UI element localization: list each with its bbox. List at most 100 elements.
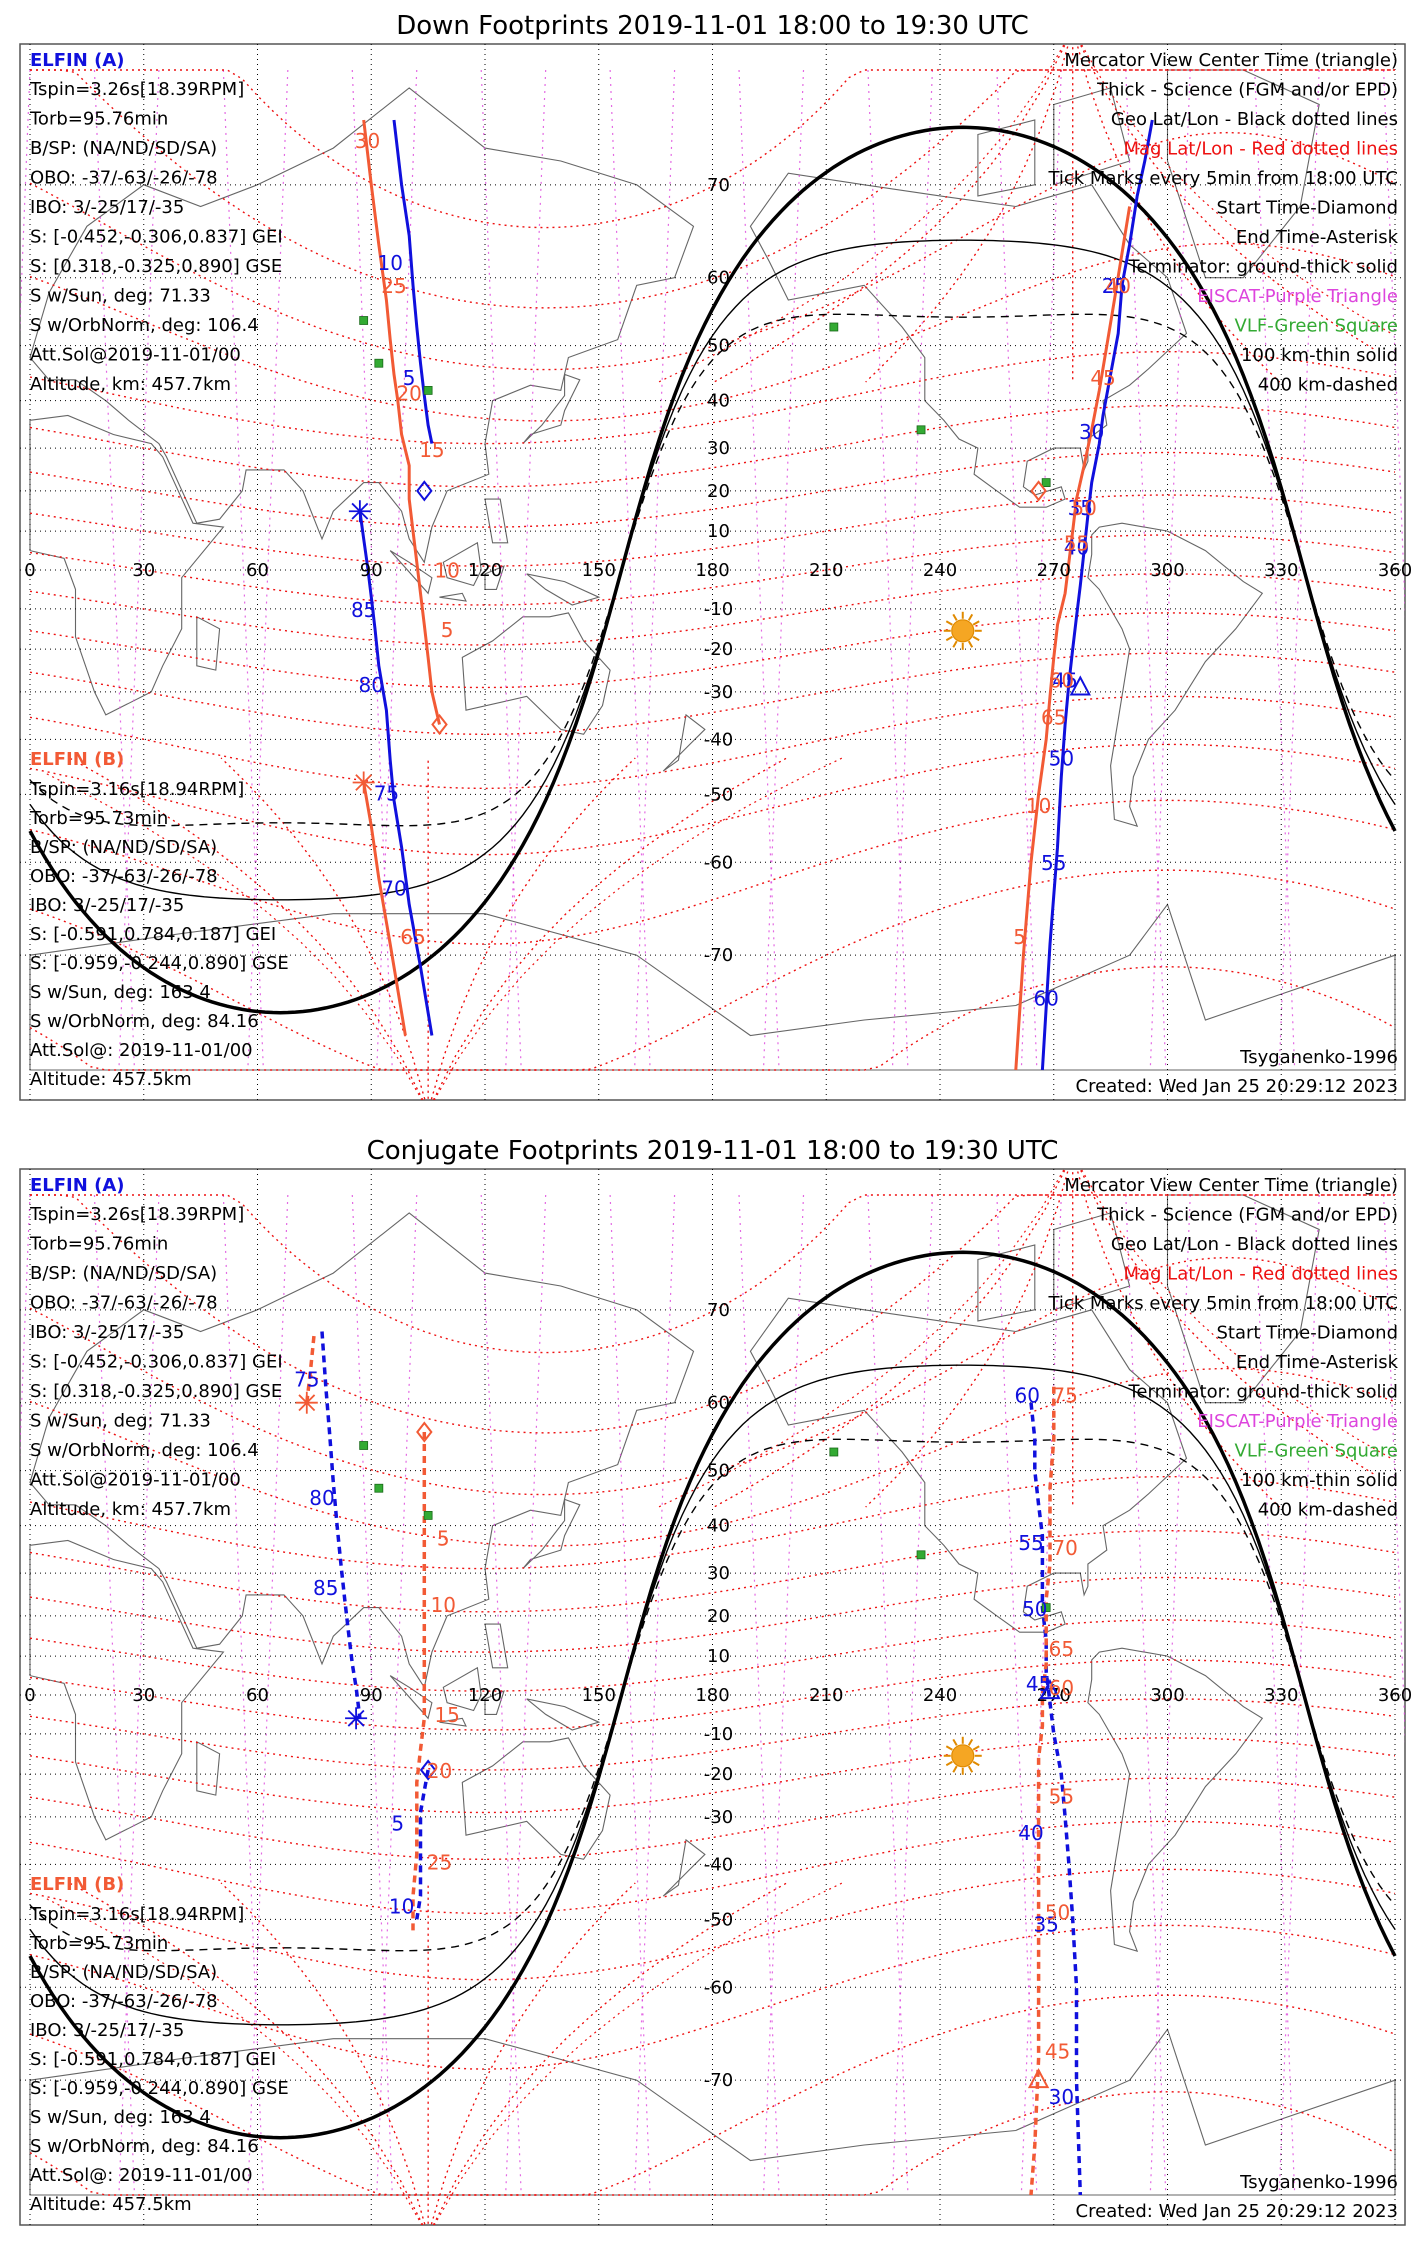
y-tick-label: 30 [707,438,730,459]
tick-mark-label: 75 [374,781,399,805]
mag-meridian [713,1169,1067,1508]
mag-meridian [430,757,636,1100]
terminator-100km [29,239,1396,901]
info-b-line: OBO: -37/-63/-26/-78 [30,866,218,887]
eiscat-line [867,1194,909,2196]
eiscat-line [1149,69,1191,1071]
x-tick-label: 240 [923,560,957,581]
mag-lat-line [29,1367,1396,1547]
eiscat-line [118,1194,160,2196]
tick-mark-label: 40 [1105,274,1130,298]
info-b-line: S w/Sun, deg: 163.4 [30,2107,211,2128]
info-b-line: Att.Sol@: 2019-11-01/00 [30,2165,253,2186]
tick-mark-label: 60 [1033,987,1058,1011]
plot-area [20,44,1405,1100]
eiscat-line [1278,1194,1320,2196]
tick-mark-label: 10 [431,1593,456,1617]
coastline [439,592,467,602]
y-tick-label: -40 [704,1854,733,1875]
mag-meridian [713,44,1067,383]
legend-entry: 400 km-dashed [1258,375,1398,396]
eiscat-line [609,69,651,1071]
mag-meridian [865,44,1070,383]
y-tick-label: -20 [704,1764,733,1785]
tick-mark-label: 85 [313,1576,338,1600]
coastline [1087,522,1264,828]
info-b-line: IBO: 3/-25/17/-35 [30,895,184,916]
coastline [29,87,695,564]
mag-lat-line [29,1576,1396,1653]
y-tick-label: 10 [707,1646,730,1667]
green-square-icon [829,322,839,332]
coastline [749,1297,1188,1633]
mag-meridian [69,1882,424,2225]
info-b-line: Att.Sol@: 2019-11-01/00 [30,1040,253,1061]
footprint-line-a [358,510,434,1036]
coastline [29,414,225,716]
coastline [1087,1647,1264,1953]
legend-entry: Mercator View Center Time (triangle) [1064,1175,1398,1196]
diamond-icon [416,1421,433,1443]
info-b-line: B/SP: (NA/ND/SD/SA) [30,1962,217,1983]
eiscat-line [891,1194,934,2196]
info-b-line: Altitude: 457.5km [30,2194,192,2215]
down-footprints-panel: Down Footprints 2019-11-01 18:00 to 19:3… [19,11,1413,1101]
diamond-icon [419,1759,437,1781]
info-b-line: Tspin=3.16s[18.94RPM] [29,1904,244,1925]
info-a-line: Altitude, km: 457.7km [30,1499,231,1520]
legend-entry: VLF-Green Square [1235,1441,1398,1462]
legend-entry: EISCAT-Purple Triangle [1197,1411,1398,1432]
info-a-line: IBO: 3/-25/17/-35 [30,1322,184,1343]
info-a-line: S w/Sun, deg: 71.33 [30,1411,211,1432]
info-b-line: B/SP: (NA/ND/SD/SA) [30,837,217,858]
eiscat-line [996,69,1038,1071]
tick-mark-label: 50 [1045,1900,1070,1924]
green-square-icon [359,316,369,325]
tick-mark-label: 55 [1064,532,1089,556]
y-tick-label: -50 [704,784,733,805]
x-tick-label: 0 [24,560,35,581]
x-tick-label: 120 [468,1685,502,1706]
coastline [977,1244,1036,1322]
info-a-line: S: [-0.452,-0.306,0.837] GEI [30,227,283,248]
diamond-icon [1030,480,1047,502]
eiscat-line [351,1194,393,2196]
eiscat-line [891,69,934,1071]
mag-meridian [1076,1169,1281,1508]
y-tick-label: 40 [707,1516,730,1537]
created-label: Created: Wed Jan 25 20:29:12 2023 [1076,1076,1398,1097]
y-tick-label: 20 [707,481,730,502]
terminator-100km [29,1364,1396,2026]
mag-lat-line [29,1737,1396,1814]
mag-lat-line [29,404,1396,488]
x-tick-label: 60 [246,1685,269,1706]
info-a-line: S w/OrbNorm, deg: 106.4 [30,315,259,336]
eiscat-line [505,69,547,1071]
legend-entry: Thick - Science (FGM and/or EPD) [1096,80,1398,101]
mag-lat-line [29,1529,1396,1613]
tick-mark-label: 70 [1052,1536,1077,1560]
info-b-line: S w/OrbNorm, deg: 84.16 [30,2136,259,2157]
legend-entry: Mag Lat/Lon - Red dotted lines [1123,139,1398,160]
tick-mark-label: 55 [1049,1785,1074,1809]
legend-entry: Tick Marks every 5min from 18:00 UTC [1047,1293,1398,1314]
coastline [389,1675,433,1720]
coastline [662,713,706,772]
info-b-line: S: [-0.591,0.784,0.187] GEI [30,2049,276,2070]
mag-meridian [658,1169,1065,1508]
mag-lat-line [29,451,1396,528]
green-square-icon [359,1441,369,1450]
x-tick-label: 30 [132,1685,155,1706]
coastline [484,498,509,544]
legend-entry: 400 km-dashed [1258,1500,1398,1521]
tick-mark-label: 45 [1045,2040,1070,2064]
x-tick-label: 210 [809,560,843,581]
y-tick-label: -70 [704,2070,733,2091]
tick-mark-label: 60 [1049,668,1074,692]
x-tick-label: 60 [246,560,269,581]
info-a-line: B/SP: (NA/ND/SD/SA) [30,1263,217,1284]
eiscat-line [247,69,289,1071]
legend-entry: Start Time-Diamond [1216,1323,1398,1344]
y-tick-label: 60 [707,268,730,289]
footprint-line-b [411,1432,427,1932]
